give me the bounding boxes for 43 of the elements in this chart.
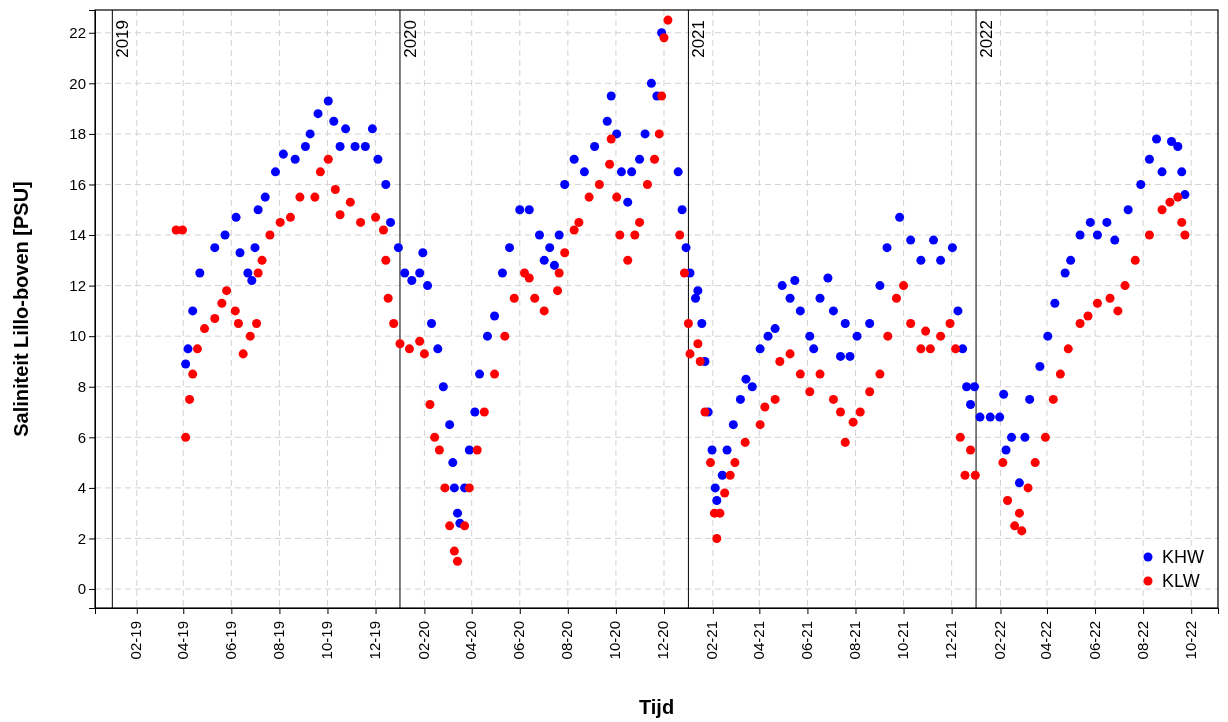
x-tick-label: 10-22 xyxy=(1181,621,1199,660)
x-tick-label: 08-21 xyxy=(845,621,863,660)
x-tick-label: 02-20 xyxy=(414,621,432,660)
y-tick-label: 8 xyxy=(77,378,86,396)
ref-line-label: 2019 xyxy=(113,20,133,58)
ref-line-label: 2021 xyxy=(689,20,709,58)
x-tick-label: 10-21 xyxy=(894,621,912,660)
y-tick-label: 14 xyxy=(69,226,86,244)
x-tick-label: 08-19 xyxy=(269,621,287,660)
y-tick-label: 22 xyxy=(69,24,86,42)
y-tick-label: 2 xyxy=(77,529,86,547)
x-tick-label: 04-21 xyxy=(749,621,767,660)
x-tick-label: 04-19 xyxy=(173,621,191,660)
x-tick-label: 12-20 xyxy=(654,621,672,660)
y-tick-label: 0 xyxy=(77,580,86,598)
ref-line-label: 2022 xyxy=(977,20,997,58)
x-tick-label: 06-20 xyxy=(510,621,528,660)
x-axis-title: Tijd xyxy=(638,696,675,718)
ref-line-label: 2020 xyxy=(400,20,420,58)
y-tick-label: 4 xyxy=(77,479,86,497)
y-tick-label: 10 xyxy=(69,327,86,345)
x-tick-label: 08-20 xyxy=(558,621,576,660)
x-tick-label: 08-22 xyxy=(1133,621,1151,660)
y-tick-label: 6 xyxy=(77,428,86,446)
y-tick-label: 12 xyxy=(69,276,86,294)
x-tick-label: 06-22 xyxy=(1085,621,1103,660)
x-tick-label: 10-19 xyxy=(317,621,335,660)
y-axis-title: Saliniteit Lillo-boven [PSU] xyxy=(10,181,32,437)
x-tick-label: 02-19 xyxy=(127,621,145,660)
legend-label: KLW xyxy=(1162,571,1200,592)
y-tick-label: 20 xyxy=(69,74,86,92)
x-tick-label: 04-22 xyxy=(1037,621,1055,660)
x-tick-label: 06-19 xyxy=(221,621,239,660)
x-tick-label: 02-22 xyxy=(990,621,1008,660)
x-tick-label: 04-20 xyxy=(462,621,480,660)
y-tick-label: 18 xyxy=(69,125,86,143)
x-tick-label: 12-19 xyxy=(366,621,384,660)
x-tick-label: 12-21 xyxy=(942,621,960,660)
x-tick-label: 02-21 xyxy=(703,621,721,660)
y-tick-label: 16 xyxy=(69,175,86,193)
x-tick-label: 10-20 xyxy=(606,621,624,660)
legend-label: KHW xyxy=(1162,547,1204,568)
x-tick-label: 06-21 xyxy=(797,621,815,660)
